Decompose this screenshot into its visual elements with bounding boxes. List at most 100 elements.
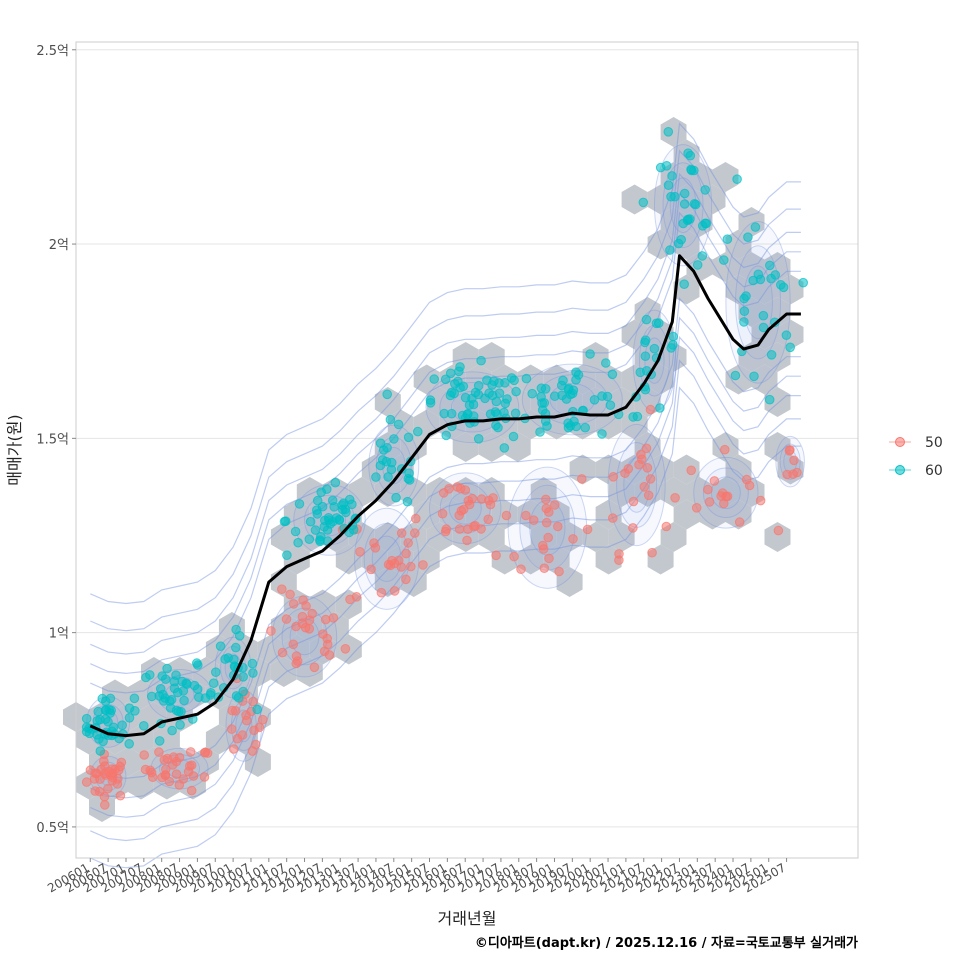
scatter-point-60	[382, 389, 393, 400]
scatter-point-60	[169, 676, 180, 687]
scatter-point-60	[700, 185, 711, 195]
scatter-point-60	[535, 427, 545, 437]
hexbin-cell	[764, 522, 791, 552]
y-axis-ticks: 0.5억 1억 1.5억 2억 2.5억	[36, 44, 76, 836]
scatter-point-50	[162, 753, 173, 764]
hexbin-cell	[257, 634, 284, 665]
scatter-point-60	[510, 408, 521, 419]
scatter-point-60	[494, 388, 505, 399]
scatter-point-60	[540, 384, 551, 394]
scatter-point-60	[375, 460, 386, 471]
scatter-point-50	[168, 760, 178, 770]
scatter-point-60	[663, 180, 674, 190]
scatter-point-60	[692, 260, 703, 270]
scatter-point-60	[654, 318, 664, 328]
scatter-point-60	[607, 369, 618, 380]
scatter-point-60	[234, 631, 245, 641]
scatter-point-60	[389, 434, 399, 444]
hexbin-cell	[751, 364, 778, 395]
legend-label: 60	[925, 463, 943, 479]
scatter-point-50	[491, 550, 501, 561]
scatter-point-60	[499, 443, 510, 453]
scatter-point-60	[167, 725, 177, 736]
hexbin-cell	[452, 432, 479, 462]
scatter-point-50	[418, 560, 428, 570]
scatter-point-50	[608, 513, 618, 523]
scatter-point-60	[95, 714, 105, 725]
scatter-point-50	[568, 534, 578, 544]
scatter-point-60	[550, 391, 560, 402]
density-contour	[90, 211, 801, 694]
scatter-point-60	[739, 317, 749, 327]
scatter-point-50	[226, 724, 237, 734]
scatter-point-60	[571, 367, 581, 378]
scatter-point-50	[544, 553, 554, 564]
scatter-point-50	[639, 482, 650, 492]
scatter-point-60	[640, 351, 651, 362]
scatter-point-60	[441, 430, 452, 441]
scatter-point-60	[139, 721, 149, 731]
scatter-point-50	[550, 500, 560, 510]
scatter-point-60	[668, 340, 678, 350]
scatter-point-60	[597, 429, 607, 439]
scatter-point-50	[301, 601, 311, 611]
scatter-point-50	[99, 791, 110, 802]
scatter-point-50	[237, 730, 248, 740]
scatter-point-50	[686, 465, 697, 476]
scatter-point-60	[312, 495, 323, 506]
scatter-point-60	[527, 388, 538, 399]
scatter-point-60	[668, 331, 679, 342]
density-contour	[90, 172, 801, 655]
scatter-point-60	[322, 525, 333, 535]
scatter-point-50	[188, 771, 199, 781]
scatter-point-60	[206, 688, 216, 698]
scatter-point-60	[663, 127, 674, 137]
hexbin-cell	[608, 387, 635, 417]
scatter-point-50	[288, 599, 299, 609]
scatter-point-60	[508, 431, 519, 442]
hexbin-layer	[63, 117, 804, 822]
scatter-point-60	[104, 704, 114, 715]
scatter-point-50	[703, 484, 713, 495]
scatter-point-60	[124, 739, 134, 749]
scatter-point-60	[605, 400, 616, 411]
scatter-point-60	[482, 375, 492, 386]
scatter-point-50	[620, 468, 630, 479]
caption: ©디아파트(dapt.kr) / 2025.12.16 / 자료=국토교통부 실…	[475, 935, 858, 951]
scatter-point-60	[563, 384, 574, 395]
scatter-point-50	[95, 774, 105, 785]
scatter-point-50	[389, 586, 400, 596]
scatter-point-60	[719, 255, 729, 265]
scatter-point-60	[683, 214, 693, 225]
scatter-point-50	[521, 510, 531, 521]
scatter-point-50	[107, 764, 117, 774]
scatter-point-60	[730, 370, 741, 381]
scatter-point-60	[701, 218, 712, 229]
scatter-point-60	[666, 191, 676, 202]
scatter-point-60	[739, 293, 749, 304]
scatter-point-60	[391, 492, 401, 503]
scatter-point-60	[758, 310, 769, 321]
scatter-point-60	[305, 516, 316, 527]
scatter-point-60	[220, 654, 230, 664]
scatter-point-50	[139, 750, 149, 760]
scatter-point-60	[439, 408, 450, 419]
scatter-point-50	[720, 444, 730, 455]
scatter-point-50	[553, 521, 563, 532]
scatter-point-60	[179, 695, 189, 706]
hexbin-cell	[128, 769, 154, 800]
scatter-point-50	[577, 474, 587, 484]
scatter-point-50	[161, 764, 171, 775]
scatter-point-60	[282, 550, 292, 561]
scatter-point-50	[464, 499, 475, 510]
scatter-point-50	[292, 656, 303, 666]
scatter-point-50	[642, 463, 653, 473]
scatter-point-50	[554, 566, 564, 577]
scatter-point-60	[402, 496, 413, 507]
scatter-point-60	[649, 343, 660, 354]
scatter-point-50	[96, 764, 106, 775]
hexbin-cell	[725, 499, 752, 530]
hexbin-cell	[270, 657, 297, 687]
hexbin-cell	[660, 477, 687, 507]
x-axis-title: 거래년월	[438, 909, 497, 928]
